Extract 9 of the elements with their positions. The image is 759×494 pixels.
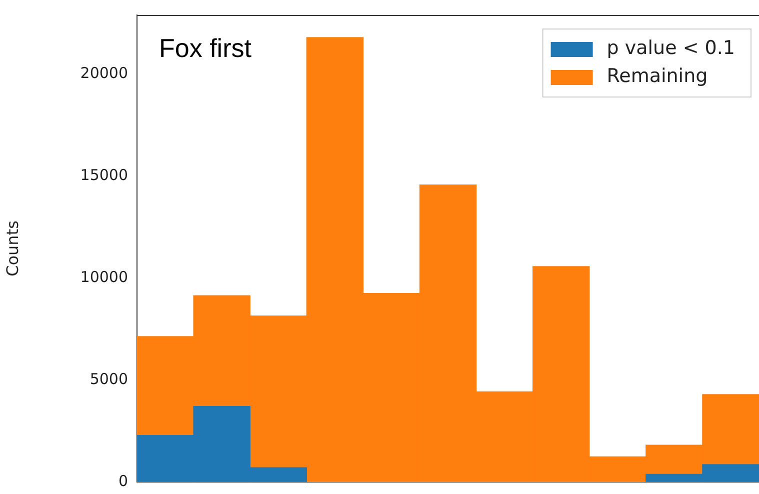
annotation: Fox first — [159, 33, 252, 64]
y-tick-label: 15000 — [80, 166, 128, 184]
y-axis-title: Counts — [2, 220, 22, 276]
y-tick-label: 0 — [118, 472, 128, 490]
legend-label: p value < 0.1 — [606, 36, 736, 59]
y-tick-label: 10000 — [80, 268, 128, 286]
y-tick-label: 5000 — [90, 370, 128, 388]
y-tick-label: 20000 — [80, 64, 128, 82]
legend-label: Remaining — [606, 64, 708, 87]
